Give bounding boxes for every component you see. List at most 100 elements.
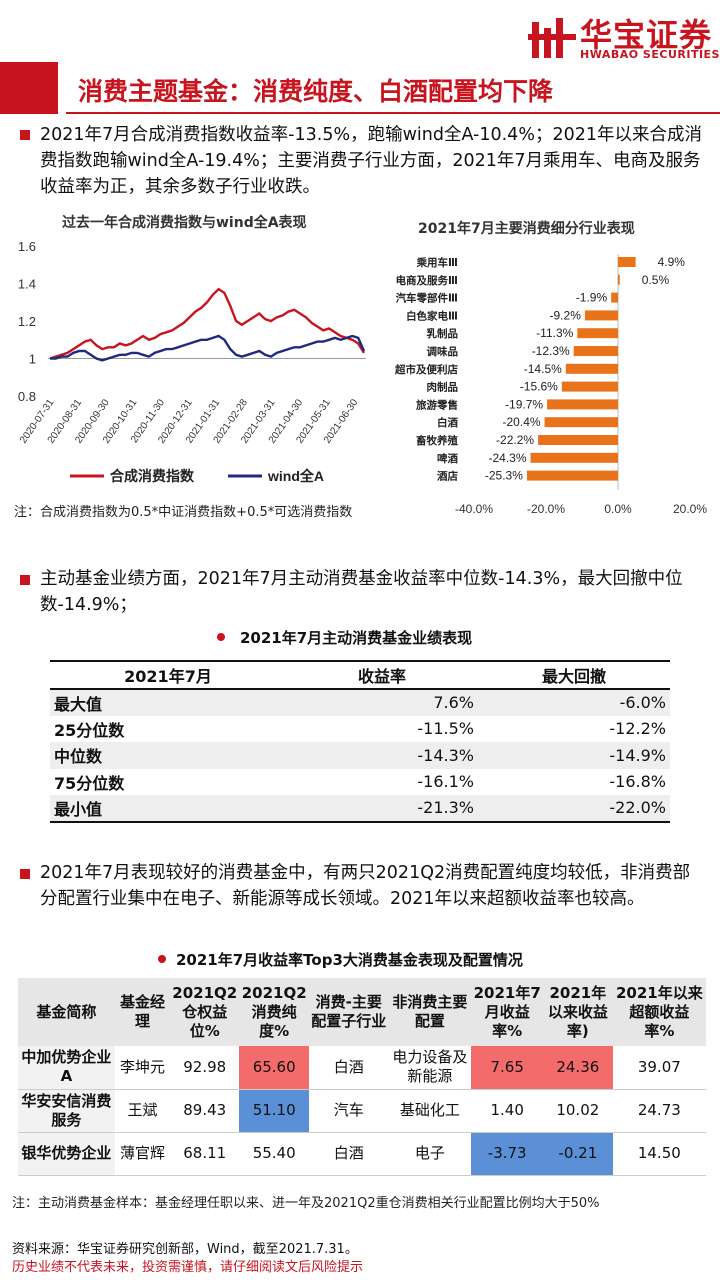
- logo-subtext: HWABAO SECURITIES: [580, 48, 720, 61]
- table-cell: 1.40: [471, 1089, 543, 1133]
- row-label: 25分位数: [54, 720, 125, 740]
- category-label: 白色家电Ⅲ: [406, 309, 458, 322]
- table-row: 华安安信消费服务 王斌 89.43 51.10 汽车 基础化工 1.40 10.…: [18, 1089, 706, 1133]
- bullet-icon: [20, 575, 30, 585]
- paragraph-1: 2021年7月合成消费指数收益率-13.5%，跑输wind全A-10.4%；20…: [40, 125, 702, 197]
- table-cell: 89.43: [170, 1089, 240, 1133]
- table-cell: 薄官辉: [114, 1132, 171, 1176]
- y-tick-label: 1.2: [18, 314, 36, 329]
- table-row: 银华优势企业 薄官辉 68.11 55.40 白酒 电子 -3.73 -0.21…: [18, 1132, 706, 1176]
- line-chart: 0.811.21.41.62020-07-312020-08-312020-09…: [18, 239, 366, 484]
- title-accent-bar: [0, 62, 58, 114]
- x-tick-label: -40.0%: [455, 502, 493, 516]
- table-cell: 51.10: [239, 1089, 310, 1133]
- category-label: 乳制品: [427, 327, 459, 340]
- column-header: 2021Q2消费纯度%: [239, 978, 310, 1046]
- series-line-consumer-index: [49, 287, 366, 360]
- page-title: 消费主题基金：消费纯度、白酒配置均下降: [78, 77, 554, 106]
- fund-name: 华安安信消费服务: [18, 1089, 115, 1133]
- table-cell: 白酒: [309, 1046, 389, 1090]
- value-label: -1.9%: [576, 291, 608, 305]
- table-cell: -22.0%: [478, 795, 670, 823]
- line-chart-title: 过去一年合成消费指数与wind全A表现: [62, 215, 307, 231]
- category-label: 肉制品: [427, 381, 459, 394]
- table-cell: -16.8%: [609, 772, 666, 792]
- table-note: 注：主动消费基金样本：基金经理任职以来、进一年及2021Q2重仓消费相关行业配置…: [12, 1196, 600, 1211]
- column-header: 2021年7月: [50, 660, 286, 690]
- value-label: -9.2%: [550, 308, 582, 322]
- value-label: -25.3%: [485, 469, 523, 483]
- table-cell: -11.5%: [417, 719, 474, 739]
- table-cell: 39.07: [612, 1046, 706, 1090]
- bar: [611, 292, 618, 303]
- column-header: 2021Q2仓权益位%: [170, 978, 240, 1046]
- value-label: 4.9%: [658, 255, 686, 269]
- table-cell: -21.3%: [286, 795, 478, 823]
- top3-table: 基金简称 基金经理 2021Q2仓权益位% 2021Q2消费纯度% 消费-主要配…: [18, 978, 706, 1176]
- fund-name: 银华优势企业: [18, 1132, 115, 1176]
- table-row: 25分位数 -11.5% -12.2%: [50, 716, 670, 743]
- table-cell: 李坤元: [114, 1046, 171, 1090]
- bar: [565, 363, 618, 374]
- category-label: 汽车零部件Ⅲ: [396, 292, 458, 305]
- value-label: -14.5%: [524, 362, 562, 376]
- column-header: 2021年以来超额收益率%: [612, 978, 706, 1046]
- bar: [618, 257, 636, 267]
- table-cell: -3.73: [471, 1132, 543, 1176]
- title-underline: [66, 112, 720, 114]
- bar: [561, 381, 618, 392]
- top3-table-caption: 2021年7月收益率Top3大消费基金表现及配置情况: [176, 951, 523, 969]
- caption-dot-icon: [158, 955, 166, 963]
- bar-chart-title: 2021年7月主要消费细分行业表现: [418, 221, 635, 237]
- value-label: -15.6%: [520, 380, 558, 394]
- category-label: 酒店: [437, 470, 458, 483]
- table-cell: -12.2%: [609, 719, 666, 739]
- table-row: 最小值 -21.3% -22.0%: [50, 795, 670, 823]
- table-cell: 55.40: [239, 1132, 310, 1176]
- table-row: 最大值 7.6% -6.0%: [50, 689, 670, 716]
- bar: [538, 435, 618, 445]
- category-label: 畜牧养殖: [416, 434, 458, 447]
- table-cell: 65.60: [239, 1046, 310, 1090]
- category-label: 白酒: [437, 416, 458, 429]
- y-tick-label: 1.4: [18, 277, 36, 292]
- y-tick-label: 1.6: [18, 239, 36, 254]
- table-row: 中位数 -14.3% -14.9%: [50, 742, 670, 769]
- table-cell: 7.65: [471, 1046, 543, 1090]
- table-cell: 基础化工: [388, 1089, 472, 1133]
- table-cell: 24.73: [612, 1089, 706, 1133]
- category-label: 啤酒: [437, 452, 458, 465]
- table-header-row: 基金简称 基金经理 2021Q2仓权益位% 2021Q2消费纯度% 消费-主要配…: [18, 978, 706, 1046]
- column-header: 基金经理: [114, 978, 171, 1046]
- table-cell: -14.3%: [417, 745, 474, 765]
- category-label: 调味品: [427, 345, 459, 358]
- logo-icon: [528, 18, 576, 58]
- value-label: 0.5%: [642, 273, 670, 287]
- category-label: 电商及服务Ⅲ: [396, 274, 458, 287]
- category-label: 乘用车Ⅲ: [416, 256, 458, 269]
- row-label: 最大值: [54, 694, 103, 714]
- paragraph-3: 2021年7月表现较好的消费基金中，有两只2021Q2消费配置纯度均较低，非消费…: [40, 863, 691, 909]
- value-label: -12.3%: [532, 344, 570, 358]
- logo-text: 华宝证券: [580, 16, 713, 54]
- paragraph-2: 主动基金业绩方面，2021年7月主动消费基金收益率中位数-14.3%，最大回撤中…: [40, 569, 683, 615]
- bar: [618, 274, 620, 285]
- bar-chart: 乘用车Ⅲ 4.9% 电商及服务Ⅲ 0.5% 汽车零部件Ⅲ -1.9% 白色家电Ⅲ -9.2% 乳…: [394, 254, 707, 516]
- table-cell: 白酒: [309, 1132, 389, 1176]
- y-tick-label: 1: [29, 352, 36, 367]
- table-cell: 14.50: [612, 1132, 706, 1176]
- bullet-icon: [20, 130, 30, 140]
- bar: [530, 452, 618, 463]
- value-label: -19.7%: [505, 397, 543, 411]
- table-cell: 电子: [388, 1132, 472, 1176]
- caption-dot-icon: [217, 633, 225, 641]
- table-cell: -16.1%: [417, 772, 474, 792]
- table-cell: 7.6%: [433, 693, 474, 713]
- table-cell: 68.11: [170, 1132, 240, 1176]
- source-note: 资料来源：华宝证券研究创新部，Wind，截至2021.7.31。: [12, 1242, 358, 1257]
- value-label: -11.3%: [536, 326, 573, 340]
- column-header: 基金简称: [18, 978, 115, 1046]
- bar: [544, 417, 618, 428]
- table-cell: 92.98: [170, 1046, 240, 1090]
- risk-warning: 历史业绩不代表未来，投资需谨慎，请仔细阅读文后风险提示: [12, 1260, 364, 1275]
